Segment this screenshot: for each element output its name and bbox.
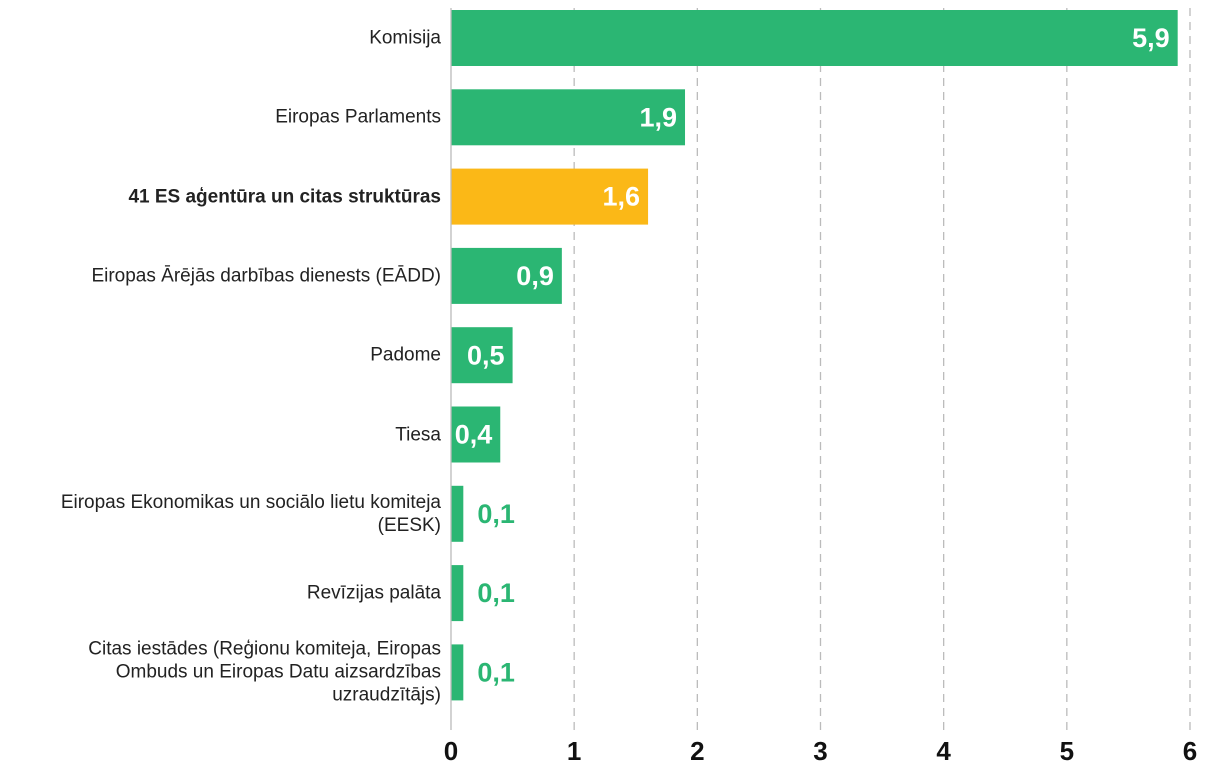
bar <box>451 565 464 622</box>
bar <box>451 168 649 225</box>
value-label: 0,4 <box>455 420 493 450</box>
x-tick-label: 5 <box>1060 736 1074 765</box>
category-label: Citas iestādes (Reģionu komiteja, Eiropa… <box>88 638 441 706</box>
category-label: Komisija <box>369 27 441 49</box>
value-label: 0,1 <box>477 578 515 608</box>
value-label: 5,9 <box>1132 23 1170 53</box>
category-label: Eiropas Ārējās darbības dienests (EĀDD) <box>91 265 441 287</box>
category-label: Eiropas Ekonomikas un sociālo lietu komi… <box>60 491 441 536</box>
category-label: Padome <box>370 344 441 366</box>
bar <box>451 644 464 701</box>
bar <box>451 89 686 146</box>
bar <box>451 485 464 542</box>
category-label: Tiesa <box>395 424 441 445</box>
category-label: Eiropas Parlaments <box>275 106 441 128</box>
x-tick-label: 6 <box>1183 736 1197 765</box>
x-tick-label: 4 <box>936 736 951 765</box>
bar <box>451 327 513 384</box>
value-label: 0,9 <box>516 261 554 291</box>
category-label: 41 ES aģentūra un citas struktūras <box>128 186 441 208</box>
x-tick-label: 2 <box>690 736 704 765</box>
category-label: Revīzijas palāta <box>306 582 441 604</box>
bar <box>451 247 562 304</box>
x-tick-label: 3 <box>813 736 827 765</box>
x-tick-label: 1 <box>567 736 581 765</box>
bar <box>451 10 1178 66</box>
x-tick-label: 0 <box>444 736 458 765</box>
value-label: 1,6 <box>603 182 641 212</box>
value-label: 0,1 <box>477 499 515 529</box>
value-label: 0,1 <box>477 658 515 688</box>
value-label: 1,9 <box>639 102 677 132</box>
bar <box>451 406 501 463</box>
value-label: 0,5 <box>467 340 505 370</box>
